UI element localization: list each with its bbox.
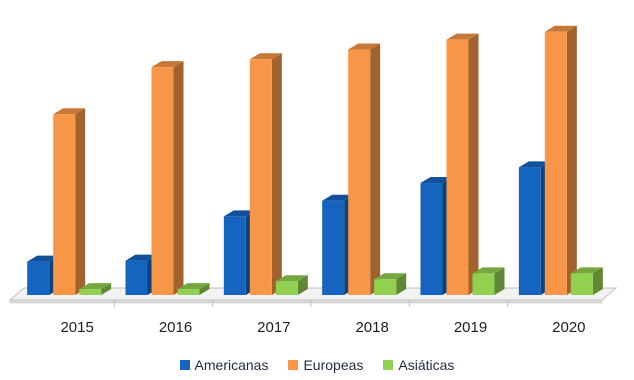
bar-front [570,273,593,295]
legend-item: Asiáticas [383,357,454,373]
bar-2017-s1 [249,53,282,296]
bar-side [592,267,603,295]
bar-2016-s1 [151,61,184,296]
bar-top [177,283,210,290]
bar-front [322,200,345,295]
bar-2020-s1 [544,25,577,296]
bar-side [199,283,210,295]
bar-top [53,108,86,115]
bar-front [518,167,541,295]
bar-2018-s2 [374,273,407,295]
bar-front [249,59,272,296]
bar-top [275,275,308,282]
bar-2016-s2 [177,283,210,295]
legend-label: Americanas [194,357,269,373]
bar-chart: 2015 2016 2017 2018 2019 2020 [8,25,618,336]
bar-top [544,25,577,32]
x-tick-label: 2015 [60,319,93,336]
bar-top [125,254,158,261]
floor-edge [9,299,603,304]
legend-label: Europeas [303,357,364,373]
legend-swatch [288,360,299,370]
bar-side [271,53,282,296]
bar-front [53,114,76,296]
x-tick-label: 2016 [159,319,192,336]
bar-side [566,25,577,296]
bar-side [396,273,407,295]
bar-2020-s2 [570,267,603,295]
bar-side [101,283,112,295]
bar-top [570,267,603,274]
bar-front [420,183,443,295]
x-tick-labels: 2015 2016 2017 2018 2019 2020 [60,300,586,336]
legend-swatch [383,360,394,370]
legend-item: Americanas [179,357,269,373]
bar-2015-s2 [79,283,112,295]
bar-front [544,31,567,296]
bar-front [79,289,102,295]
x-tick-label: 2018 [355,319,388,336]
bar-front [446,39,469,296]
bar-side [468,33,479,296]
bar-front [348,49,371,295]
x-tick-label: 2019 [454,319,487,336]
bar-top [348,43,381,50]
bar-top [446,33,479,40]
bar-2015-s1 [53,108,86,296]
bar-front [125,260,148,295]
bar-2017-s2 [275,275,308,295]
bar-top [518,161,551,168]
bar-2018-s1 [348,43,381,295]
bar-side [75,108,86,296]
bar-top [79,283,112,290]
legend-item: Europeas [288,357,363,373]
x-tick-label: 2020 [552,319,585,336]
bar-2019-s2 [472,267,505,295]
bar-side [173,61,184,296]
bar-top [322,194,355,201]
bar-top [420,177,453,184]
bar-front [223,216,246,295]
bar-front [151,67,174,296]
bar-top [27,255,60,262]
bar-top [472,267,505,274]
bar-side [494,267,505,295]
bar-top [151,61,184,68]
legend: Americanas Europeas Asiáticas [0,357,634,373]
bar-top [249,53,282,60]
bars-group [27,25,603,296]
bar-front [374,279,397,295]
legend-label: Asiáticas [398,357,455,373]
x-tick-label: 2017 [257,319,290,336]
legend-swatch [179,360,190,370]
bar-side [370,43,381,295]
bar-front [27,261,50,295]
bar-top [374,273,407,280]
bar-front [472,273,495,295]
bar-front [177,289,200,295]
bar-2019-s1 [446,33,479,296]
bar-side [297,275,308,295]
bar-top [223,210,256,217]
bar-front [275,281,298,295]
